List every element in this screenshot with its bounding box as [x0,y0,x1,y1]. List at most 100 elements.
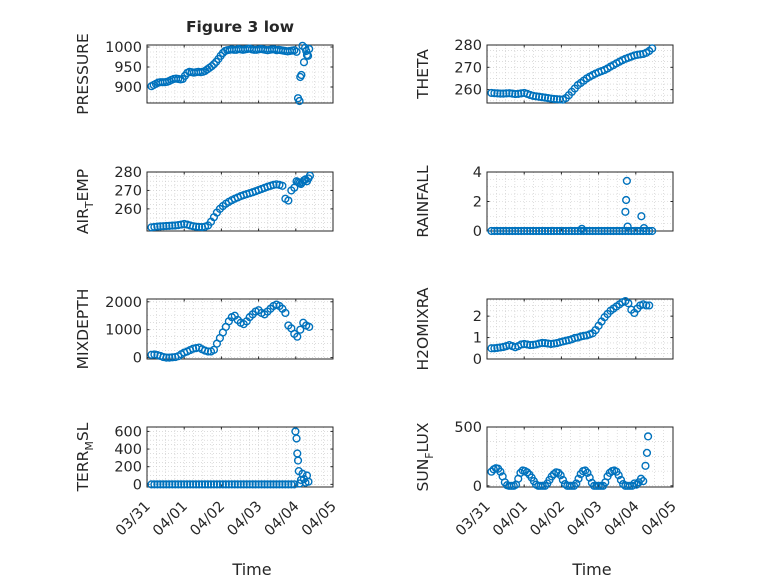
data-point [508,89,517,98]
data-point [540,481,550,490]
data-point [218,480,227,489]
data-point [622,195,631,205]
data-point [209,480,219,489]
data-point [505,89,514,98]
y-tick-label: 260 [454,83,482,99]
data-point [574,474,583,483]
data-point [614,471,623,480]
data-point [552,95,562,104]
subplot-7: 0200400600TERRMSL03/3104/0104/0204/0304/… [74,422,340,579]
data-point [156,222,165,231]
x-tick-label: 04/01 [150,499,191,540]
data-point [293,456,303,465]
data-point [493,89,502,98]
data-point [534,92,544,101]
y-tick-label: 0 [473,352,482,368]
x-axis-label: Time [571,560,611,579]
data-point [621,226,630,236]
data-point [165,221,174,230]
y-tick-label: 200 [114,460,142,476]
data-point [648,226,657,236]
subplot-1: 900 950 1000 PRESSURE Figure 3 low [74,18,334,115]
data-point [295,96,304,106]
x-tick-label: 04/05 [299,499,340,540]
data-point [162,353,171,362]
data-point [487,226,496,236]
axes-box [486,298,674,360]
subplot-4: 0 2 4 RAINFALL [414,165,674,240]
y-tick-label: 950 [114,60,142,76]
data-point [555,226,565,236]
data-point [547,472,556,481]
y-axis-label-part: LUX [414,422,432,452]
data-point [487,88,496,98]
y-axis-label-subscript: T [83,201,96,209]
axes-box [486,426,674,488]
data-point [186,480,195,489]
x-tick-label: 04/04 [262,499,303,540]
data-point [168,480,177,489]
data-point [511,226,520,236]
data-point [275,480,284,489]
data-point [499,226,508,236]
y-axis-label: H2OMIXRA [414,287,432,370]
data-point [585,226,594,236]
data-point [281,480,290,489]
axes-box [146,44,334,104]
data-point [621,207,630,216]
data-point [583,468,592,477]
data-point [569,481,579,490]
data-point [523,468,532,477]
y-axis-label: TERRMSL [74,422,96,492]
data-point [567,226,576,236]
y-tick-label: 260 [114,202,142,218]
data-point [496,89,505,98]
data-point [150,222,159,232]
data-point [174,480,183,489]
y-axis-label-part: EMP [74,169,92,202]
data-point [502,89,511,98]
data-point [600,226,609,236]
data-point [573,226,582,236]
x-tick-label: 04/03 [225,499,266,540]
data-point [192,222,201,231]
data-point [242,480,251,489]
data-point [254,480,263,489]
data-point [523,226,532,236]
data-point [618,226,627,236]
subplot-6: 0 1 2 H2OMIXRA [414,287,674,371]
data-point [192,480,201,489]
data-point [159,480,168,489]
data-point [183,480,192,489]
data-point [615,226,624,236]
data-point [630,226,639,236]
y-axis-label-part: PRESSURE [74,33,92,115]
subplot-3: 260 270 280 AIRTEMP [74,165,334,234]
y-tick-label: 2 [473,195,482,211]
data-point [147,223,156,232]
data-point [263,480,272,489]
data-point [514,89,523,98]
data-point [284,480,293,489]
data-point [517,340,526,349]
data-point [159,352,168,362]
data-point [645,301,654,310]
data-point [281,308,290,318]
data-point [633,226,642,236]
data-point [292,434,301,443]
data-point [639,477,648,486]
data-point [248,480,257,489]
data-point [200,480,210,489]
y-axis-label-part: H2OMIXRA [414,287,432,370]
data-point [189,222,198,231]
data-point [290,480,299,489]
data-point [597,226,606,236]
axes-box [146,171,334,232]
data-point [582,226,591,236]
data-point [236,480,245,489]
data-point [165,353,174,362]
data-point [299,58,309,67]
y-axis-label: MIXDEPTH [74,289,92,370]
y-axis-label-part: SL [74,422,92,441]
